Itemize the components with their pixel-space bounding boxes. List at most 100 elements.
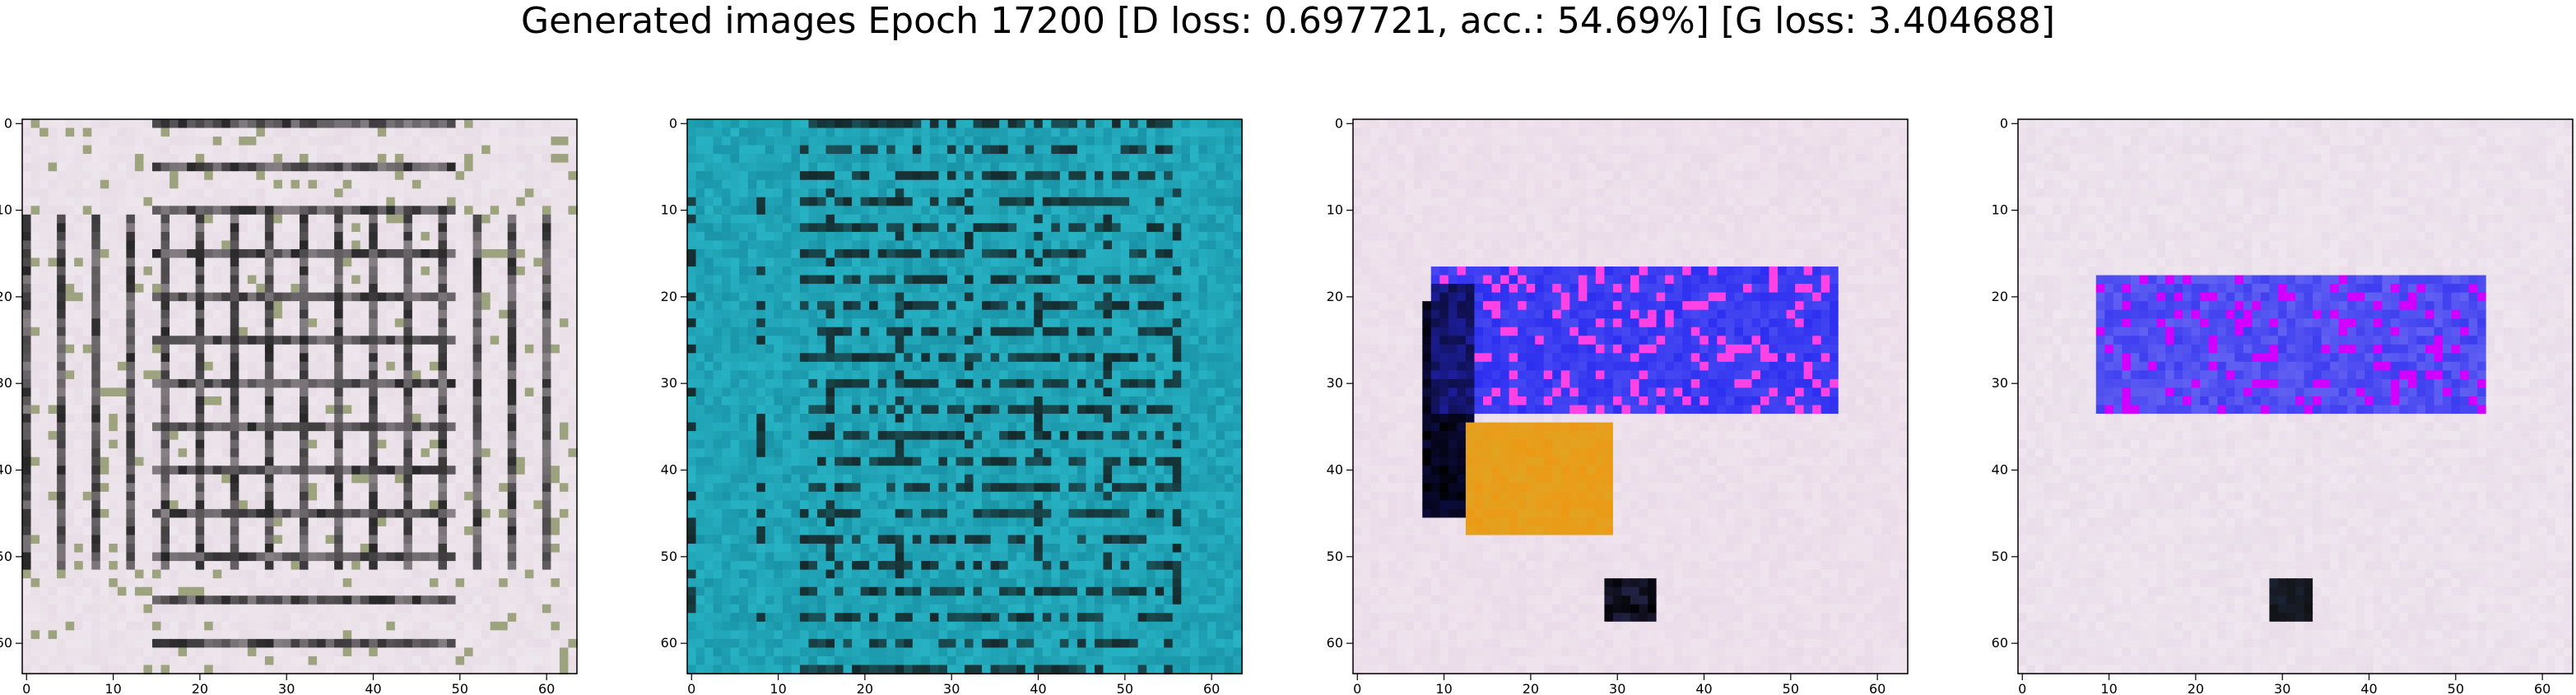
generated-image-1-ytick-label: 60 [0,635,12,651]
generated-image-1-pixel [472,344,483,354]
generated-image-1-pixel [57,197,67,207]
generated-image-1-pixel [342,145,353,155]
generated-image-2-pixel [704,214,714,225]
generated-image-1-pixel [256,491,266,502]
generated-image-1-pixel [412,309,422,320]
generated-image-1-pixel [412,214,422,225]
generated-image-1-pixel [568,214,578,225]
generated-image-2-pixel [869,188,879,198]
generated-image-1-pixel [429,137,439,146]
generated-image-1-pixel [394,414,405,424]
generated-image-1-pixel [221,154,231,164]
generated-image-1-pixel [82,431,93,441]
generated-image-1-pixel [360,500,370,510]
generated-image-1-pixel [109,387,119,397]
generated-image-1-pixel [91,466,101,475]
generated-image-1-pixel [178,171,188,181]
generated-image-2-pixel [835,145,844,155]
generated-image-1-pixel [499,491,509,502]
generated-image-2-pixel [912,197,923,207]
generated-image-2-pixel [895,188,905,198]
generated-image-1-pixel [542,569,552,580]
generated-image-1-pixel [22,483,32,493]
generated-image-1-pixel [447,257,457,267]
generated-image-1-pixel [239,309,249,320]
generated-image-2-pixel [765,162,775,173]
generated-image-2-pixel [808,231,818,242]
generated-image-1-pixel [30,491,41,502]
generated-image-1-pixel [516,162,526,173]
generated-image-1-pixel [516,145,526,155]
generated-image-1-pixel [438,301,448,311]
generated-image-1-pixel [256,197,266,207]
generated-image-1-pixel [317,275,327,285]
generated-image-1-pixel [134,197,145,207]
generated-image-1-pixel [317,613,327,623]
generated-image-2-pixel [912,119,923,129]
generated-image-1-pixel [160,240,170,250]
generated-image-2-pixel [1155,223,1165,233]
generated-image-1-pixel [151,137,162,146]
generated-image-1-pixel [134,621,145,632]
generated-image-2-pixel [895,162,905,173]
generated-image-2-pixel [921,231,931,242]
generated-image-2-pixel [895,206,905,215]
generated-image-1-pixel [187,466,197,475]
generated-image-1-pixel [291,266,300,276]
generated-image-1-pixel [369,344,379,354]
generated-image-1-pixel [91,387,101,397]
generated-image-1-pixel [551,127,560,138]
generated-image-2-pixel [1068,127,1078,138]
generated-image-1-pixel [351,361,361,372]
generated-image-1-pixel [247,508,258,519]
generated-image-2-pixel [747,206,758,215]
generated-image-1-pixel [187,621,197,632]
generated-image-1-pixel [438,318,448,328]
generated-image-1-pixel [551,448,560,458]
generated-image-1-pixel [195,292,206,303]
generated-image-1-pixel [317,309,327,320]
generated-image-1-pixel [438,578,448,588]
generated-image-2-pixel [895,231,905,242]
generated-image-2-pixel [1181,137,1191,146]
generated-image-1-pixel [516,466,526,475]
generated-image-2-pixel [860,188,871,198]
generated-image-2-pixel [1034,137,1044,146]
generated-image-1-pixel [481,309,491,320]
generated-image-1-pixel [455,466,466,475]
generated-image-1-pixel [187,630,197,640]
generated-image-1-pixel [212,179,223,190]
generated-image-1-pixel [325,248,336,259]
generated-image-2-pixel [965,179,974,190]
generated-image-1-pixel [230,197,240,207]
generated-image-1-pixel [317,162,327,173]
generated-image-2-pixel [704,231,714,242]
generated-image-1-pixel [447,309,457,320]
generated-image-2-pixel [1016,206,1026,215]
generated-image-1-pixel [143,206,153,215]
generated-image-1-pixel [369,353,379,363]
generated-image-2-pixel [782,137,793,146]
generated-image-2-pixel [956,179,965,190]
generated-image-1-pixel [342,127,353,138]
generated-image-1-pixel [325,231,336,242]
generated-image-1-pixel [117,578,128,588]
generated-image-1-pixel [117,544,128,554]
generated-image-1-pixel [160,656,170,666]
generated-image-1-pixel [551,665,560,674]
generated-image-1-pixel [48,214,58,225]
generated-image-1-pixel [212,378,223,389]
generated-image-1-pixel [281,387,292,397]
generated-image-1-pixel [134,361,145,372]
generated-image-1-pixel [360,137,370,146]
generated-image-2-pixel [982,206,992,215]
generated-image-1-pixel [369,248,379,259]
generated-image-1-pixel [507,223,518,233]
generated-image-1-pixel [499,179,509,190]
generated-image-1-pixel [91,171,101,181]
generated-image-1-pixel [187,171,197,181]
generated-image-1-pixel [325,431,336,441]
generated-image-1-pixel [325,275,336,285]
generated-image-1-pixel [360,179,370,190]
generated-image-1-pixel [30,248,41,259]
